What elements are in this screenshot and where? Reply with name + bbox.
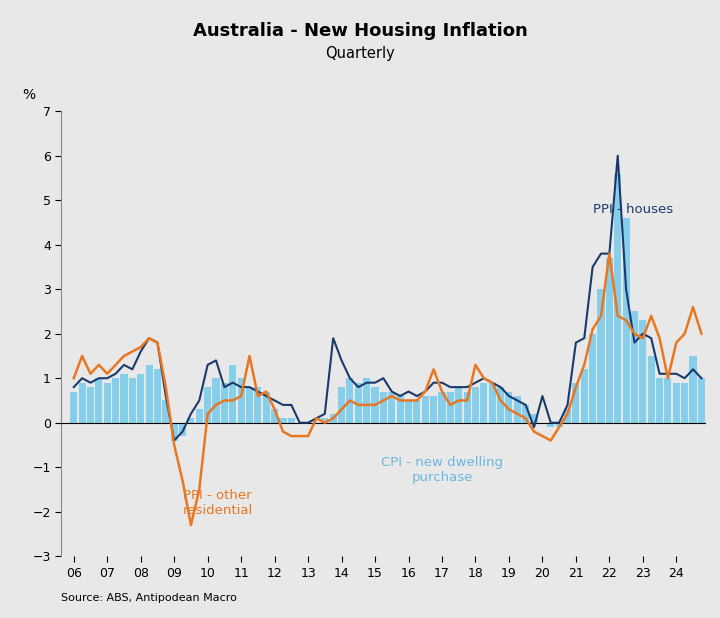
Bar <box>598 289 605 423</box>
Bar <box>104 383 111 423</box>
Bar <box>422 396 429 423</box>
Bar <box>438 392 446 423</box>
Bar <box>614 174 621 423</box>
Text: PPI - other
residential: PPI - other residential <box>183 489 253 517</box>
Bar <box>648 356 654 423</box>
Bar <box>212 378 220 423</box>
Bar <box>162 400 169 423</box>
Bar <box>464 392 471 423</box>
Text: Quarterly: Quarterly <box>325 46 395 61</box>
Bar <box>589 334 596 423</box>
Bar <box>397 396 404 423</box>
Bar <box>681 383 688 423</box>
Bar <box>187 418 194 423</box>
Bar <box>95 378 102 423</box>
Bar <box>229 365 236 423</box>
Bar <box>388 392 395 423</box>
Bar <box>380 392 387 423</box>
Text: %: % <box>22 88 36 103</box>
Bar <box>522 405 529 423</box>
Bar <box>489 383 496 423</box>
Bar <box>346 378 354 423</box>
Bar <box>505 392 513 423</box>
Bar <box>288 418 295 423</box>
Text: CPI - new dwelling
purchase: CPI - new dwelling purchase <box>381 456 503 484</box>
Text: Source: ABS, Antipodean Macro: Source: ABS, Antipodean Macro <box>61 593 237 603</box>
Bar <box>271 409 278 423</box>
Bar <box>137 374 144 423</box>
Bar <box>363 378 370 423</box>
Bar <box>581 370 588 423</box>
Bar <box>480 383 487 423</box>
Bar <box>531 414 538 423</box>
Bar <box>179 423 186 436</box>
Bar <box>472 387 479 423</box>
Bar <box>413 400 420 423</box>
Bar <box>196 409 203 423</box>
Bar <box>698 378 705 423</box>
Bar <box>338 387 345 423</box>
Bar <box>690 356 697 423</box>
Bar <box>87 387 94 423</box>
Bar <box>120 374 127 423</box>
Bar <box>330 414 337 423</box>
Bar <box>246 387 253 423</box>
Text: PPI - houses: PPI - houses <box>593 203 672 216</box>
Bar <box>556 423 563 427</box>
Bar <box>254 387 261 423</box>
Bar <box>639 320 647 423</box>
Bar <box>238 378 245 423</box>
Bar <box>171 423 178 441</box>
Bar <box>497 387 504 423</box>
Bar <box>112 378 119 423</box>
Bar <box>70 392 77 423</box>
Bar <box>572 383 580 423</box>
Bar <box>154 370 161 423</box>
Bar <box>672 383 680 423</box>
Bar <box>656 378 663 423</box>
Bar <box>665 378 672 423</box>
Bar <box>78 383 86 423</box>
Bar <box>564 409 571 423</box>
Bar <box>279 418 287 423</box>
Bar <box>355 383 362 423</box>
Bar <box>145 365 153 423</box>
Bar <box>547 423 554 427</box>
Bar <box>263 392 270 423</box>
Bar <box>321 418 328 423</box>
Bar <box>372 387 379 423</box>
Bar <box>129 378 136 423</box>
Bar <box>631 311 638 423</box>
Bar <box>623 218 630 423</box>
Bar <box>447 392 454 423</box>
Bar <box>514 396 521 423</box>
Bar <box>606 258 613 423</box>
Bar <box>204 387 211 423</box>
Text: Australia - New Housing Inflation: Australia - New Housing Inflation <box>193 22 527 40</box>
Bar <box>455 387 462 423</box>
Bar <box>405 400 412 423</box>
Bar <box>430 396 437 423</box>
Bar <box>221 383 228 423</box>
